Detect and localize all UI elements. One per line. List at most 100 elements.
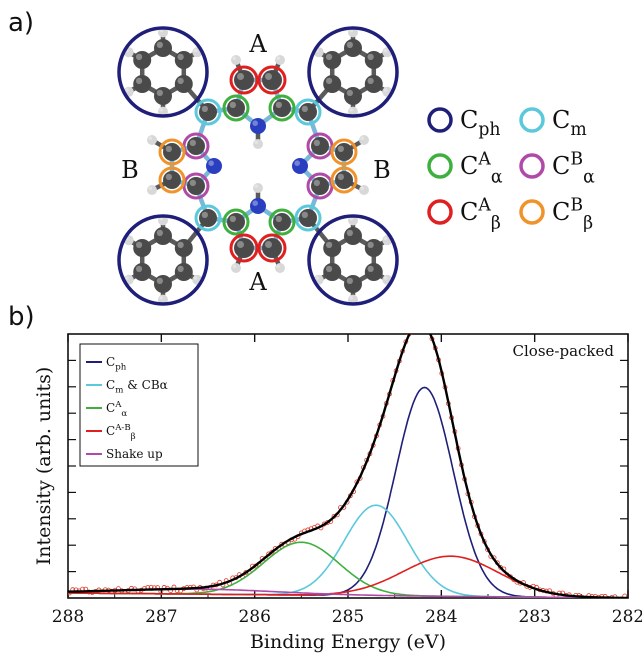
carbon-atom — [344, 275, 362, 293]
hydrogen-atom — [231, 263, 241, 273]
atom-highlight — [232, 56, 236, 60]
data-point — [414, 323, 418, 327]
hydrogen-atom — [147, 185, 157, 195]
carbon-atom — [154, 39, 172, 57]
atom-highlight — [156, 277, 164, 284]
atom-highlight — [313, 139, 320, 147]
carbon-atom — [323, 263, 342, 281]
carbon-atom — [323, 75, 342, 93]
atom-highlight — [254, 184, 258, 188]
legend-label: CBβ — [552, 195, 593, 233]
atom-highlight — [346, 277, 353, 284]
atom-highlight — [229, 215, 237, 223]
carbon-atom — [364, 239, 383, 257]
plot-area — [68, 322, 628, 598]
carbon-atom — [273, 99, 291, 117]
carbon-atom — [227, 99, 245, 117]
carbon-atom — [187, 177, 205, 195]
carbon-atom — [154, 275, 172, 293]
region-label-A: A — [248, 30, 267, 58]
hydrogen-atom — [158, 215, 168, 226]
atom-highlight — [383, 236, 388, 241]
nitrogen-atom — [250, 198, 266, 214]
carbon-atom — [262, 238, 282, 258]
atom-ring — [330, 138, 358, 166]
hydrogen-atom — [348, 215, 358, 226]
atom-highlight — [301, 105, 308, 112]
carbon-atom — [133, 75, 152, 93]
carbon-atom — [133, 263, 152, 281]
carbon-atom — [311, 137, 329, 155]
atom-ring — [158, 138, 186, 166]
hydrogen-atom — [275, 263, 285, 273]
atoms — [123, 27, 393, 305]
atom-highlight — [156, 41, 164, 48]
phenyl-ring-highlight — [117, 26, 209, 118]
hydrogen-atom — [158, 294, 168, 305]
legend-entry: CA-Bβ — [106, 423, 136, 442]
carbon-atom — [262, 70, 282, 90]
chart-legend-box — [79, 343, 199, 467]
atom-highlight — [156, 89, 164, 96]
carbon-atom — [323, 51, 342, 69]
atom-highlight — [135, 77, 143, 84]
atom-highlight — [177, 241, 184, 249]
atom-highlight — [360, 136, 364, 140]
atom-ring — [330, 166, 358, 194]
atom-highlight — [237, 241, 244, 248]
atom-highlight — [313, 179, 320, 187]
carbon-atom — [323, 239, 342, 257]
atom-highlight — [193, 276, 198, 280]
atom-highlight — [135, 241, 143, 249]
legend-ring — [427, 153, 453, 179]
carbon-atom — [174, 51, 193, 69]
carbon-atom — [335, 171, 353, 189]
atom-highlight — [367, 265, 374, 272]
atom-highlight — [177, 77, 184, 84]
atom-ring — [294, 204, 322, 232]
atom-highlight — [337, 173, 344, 181]
atom-highlight — [125, 88, 129, 92]
atom-ring — [229, 65, 259, 95]
atom-highlight — [148, 136, 152, 140]
legend-entry: Shake up — [106, 447, 163, 461]
carbon-atom — [174, 75, 193, 93]
atom-highlight — [201, 105, 209, 112]
atom-ring — [158, 166, 186, 194]
atom-highlight — [325, 53, 333, 60]
atom-ring — [294, 98, 322, 126]
legend-label: CAα — [460, 149, 503, 187]
atom-highlight — [254, 140, 258, 144]
atom-highlight — [201, 211, 209, 219]
x-axis-label: Binding Energy (eV) — [250, 631, 446, 653]
panel-a-label: a) — [8, 8, 35, 38]
chart-annotation: Close-packed — [513, 342, 615, 360]
atom-highlight — [367, 53, 374, 60]
nitrogen-atom — [292, 158, 308, 174]
region-label-A: A — [248, 268, 267, 296]
carbon-atom — [199, 209, 217, 227]
atom-ring — [257, 65, 287, 95]
legend-label: Cph — [460, 106, 501, 140]
carbon-atom — [163, 143, 181, 161]
atom-highlight — [294, 160, 301, 166]
legend-ring — [519, 153, 545, 179]
atom-highlight — [360, 186, 364, 190]
atom-highlight — [315, 276, 319, 280]
phenyl-ring-highlight — [307, 214, 399, 306]
atom-highlight — [135, 265, 143, 272]
x-tick-label: 282 — [612, 607, 642, 627]
atom-highlight — [177, 53, 184, 60]
atom-ring — [222, 208, 250, 236]
carbon-atom — [335, 143, 353, 161]
atom-highlight — [237, 73, 244, 80]
atom-highlight — [346, 41, 353, 48]
data-point — [420, 322, 424, 326]
series-line — [68, 504, 628, 598]
hydrogen-atom — [158, 106, 168, 117]
carbon-atom — [364, 263, 383, 281]
hydrogen-atom — [253, 183, 263, 193]
data-point — [606, 596, 611, 598]
atom-highlight — [346, 89, 353, 96]
